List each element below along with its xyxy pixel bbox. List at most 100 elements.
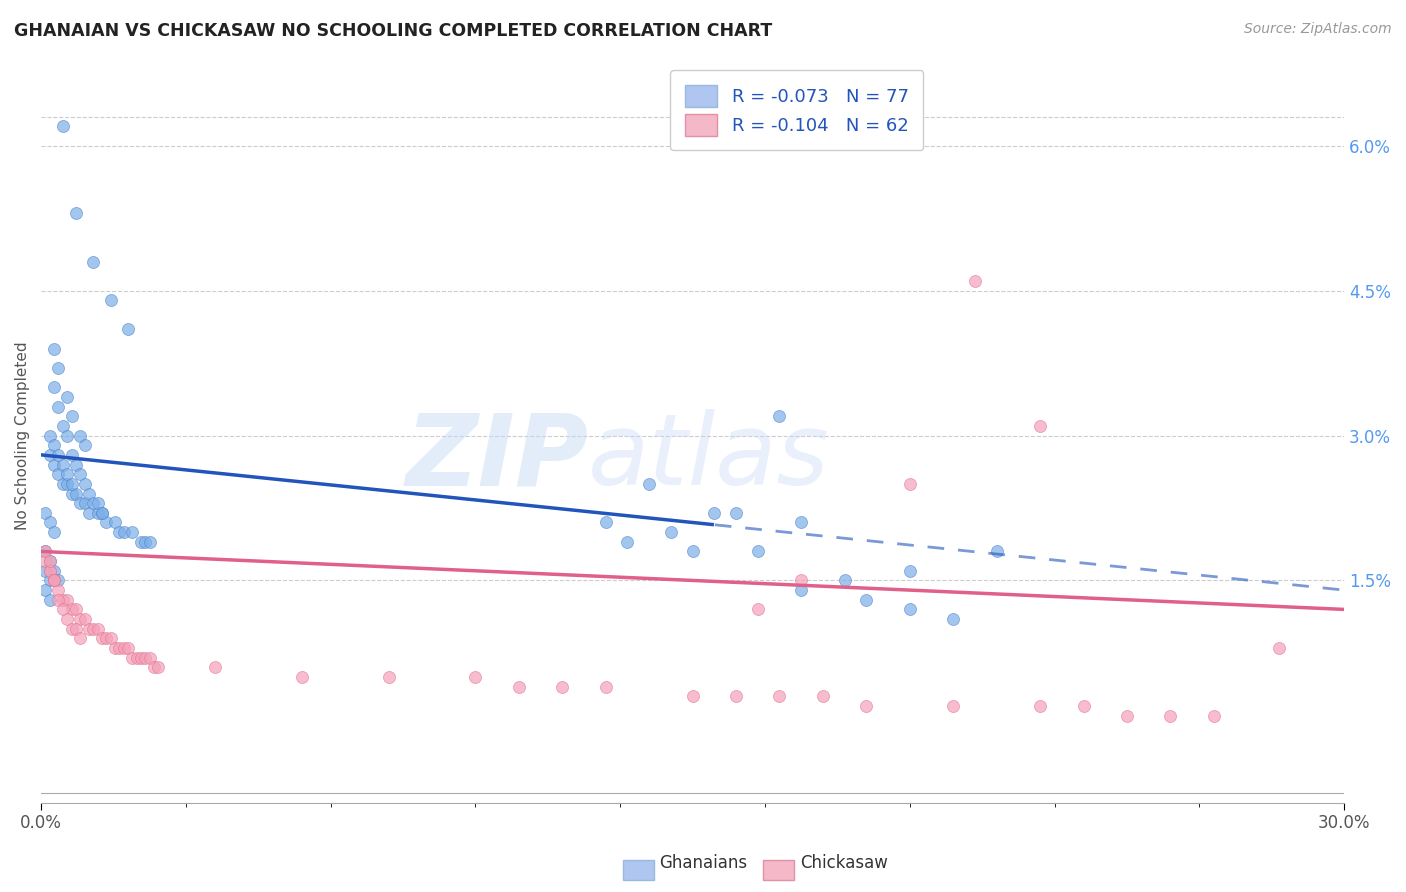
Point — [377, 670, 399, 684]
Point — [52, 476, 75, 491]
Point — [125, 650, 148, 665]
Point — [48, 448, 70, 462]
Point — [73, 612, 96, 626]
Point — [96, 632, 118, 646]
Point — [56, 476, 79, 491]
Point — [129, 650, 152, 665]
Point — [121, 650, 143, 665]
Point — [855, 698, 877, 713]
Point — [38, 564, 60, 578]
Point — [90, 506, 112, 520]
Point — [44, 458, 66, 472]
Point — [38, 554, 60, 568]
Point — [69, 612, 91, 626]
Legend: R = -0.073   N = 77, R = -0.104   N = 62: R = -0.073 N = 77, R = -0.104 N = 62 — [671, 70, 924, 151]
Point — [77, 506, 100, 520]
Point — [725, 690, 748, 704]
Point — [69, 496, 91, 510]
Point — [60, 602, 83, 616]
Text: Chickasaw: Chickasaw — [800, 855, 887, 872]
Point — [56, 467, 79, 482]
Point — [104, 641, 127, 656]
Point — [682, 544, 704, 558]
Y-axis label: No Schooling Completed: No Schooling Completed — [15, 342, 30, 530]
Point — [44, 438, 66, 452]
Point — [82, 622, 104, 636]
Point — [104, 516, 127, 530]
Point — [508, 680, 530, 694]
Point — [34, 506, 56, 520]
Point — [38, 428, 60, 442]
Point — [34, 554, 56, 568]
Point — [52, 458, 75, 472]
Point — [60, 622, 83, 636]
Point — [96, 516, 118, 530]
Point — [60, 486, 83, 500]
Point — [112, 641, 135, 656]
Point — [616, 534, 638, 549]
Text: Ghanaians: Ghanaians — [659, 855, 747, 872]
Text: atlas: atlas — [588, 409, 830, 506]
Point — [48, 583, 70, 598]
Text: Source: ZipAtlas.com: Source: ZipAtlas.com — [1244, 22, 1392, 37]
Point — [77, 622, 100, 636]
Point — [60, 476, 83, 491]
Point — [1159, 708, 1181, 723]
Point — [108, 525, 131, 540]
Point — [898, 564, 921, 578]
Point — [464, 670, 486, 684]
Point — [44, 574, 66, 588]
Point — [82, 496, 104, 510]
Point — [73, 496, 96, 510]
Point — [34, 583, 56, 598]
Point — [52, 602, 75, 616]
Point — [112, 525, 135, 540]
Point — [34, 544, 56, 558]
Point — [65, 602, 87, 616]
Point — [77, 486, 100, 500]
Point — [117, 641, 139, 656]
Point — [1116, 708, 1139, 723]
Point — [44, 574, 66, 588]
Point — [60, 409, 83, 424]
Point — [986, 544, 1008, 558]
Point — [90, 506, 112, 520]
Point — [1029, 418, 1052, 433]
Point — [768, 690, 790, 704]
Point — [38, 554, 60, 568]
Point — [56, 428, 79, 442]
Point — [82, 254, 104, 268]
Point — [703, 506, 725, 520]
Point — [790, 583, 813, 598]
Point — [73, 438, 96, 452]
Point — [1268, 641, 1291, 656]
Point — [44, 342, 66, 356]
Point — [204, 660, 226, 674]
Point — [44, 564, 66, 578]
Point — [86, 622, 108, 636]
Point — [1073, 698, 1095, 713]
Point — [725, 506, 748, 520]
Point — [790, 516, 813, 530]
Point — [52, 592, 75, 607]
Point — [551, 680, 574, 694]
Point — [86, 496, 108, 510]
Point — [898, 476, 921, 491]
Point — [38, 448, 60, 462]
Point — [291, 670, 314, 684]
Point — [898, 602, 921, 616]
Point — [73, 476, 96, 491]
Point — [38, 574, 60, 588]
Point — [56, 612, 79, 626]
Bar — [763, 860, 794, 880]
Text: GHANAIAN VS CHICKASAW NO SCHOOLING COMPLETED CORRELATION CHART: GHANAIAN VS CHICKASAW NO SCHOOLING COMPL… — [14, 22, 772, 40]
Point — [134, 650, 156, 665]
Point — [34, 544, 56, 558]
Point — [138, 534, 160, 549]
Point — [69, 467, 91, 482]
Point — [44, 380, 66, 394]
Point — [121, 525, 143, 540]
Point — [682, 690, 704, 704]
Point — [1202, 708, 1225, 723]
Point — [38, 592, 60, 607]
